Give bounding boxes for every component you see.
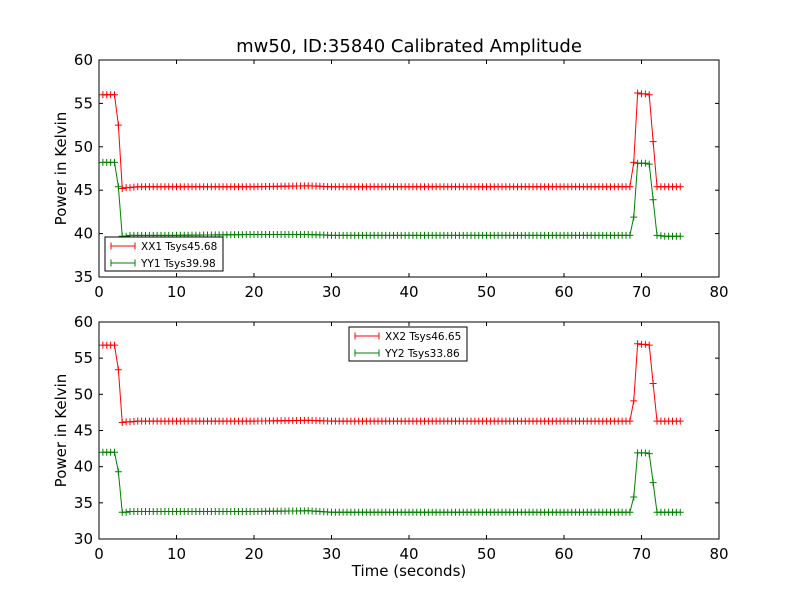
data-point xyxy=(649,479,657,487)
x-tick-label: 30 xyxy=(322,283,341,301)
legend: XX2 Tsys46.65 YY2 Tsys33.86 xyxy=(348,326,468,362)
legend: XX1 Tsys45.68 YY1 Tsys39.98 xyxy=(104,236,224,272)
y-tick-label: 40 xyxy=(74,458,93,476)
legend-label: XX1 Tsys45.68 xyxy=(141,241,217,253)
data-point xyxy=(111,91,118,99)
data-point xyxy=(645,450,653,458)
data-point xyxy=(645,91,653,99)
legend-marker xyxy=(354,349,380,357)
data-point xyxy=(641,159,649,167)
data-point xyxy=(114,468,122,476)
data-point xyxy=(630,397,638,405)
legend-marker xyxy=(110,242,136,250)
data-point xyxy=(626,231,634,239)
series-markers-2 xyxy=(99,448,684,516)
y-tick-label: 35 xyxy=(74,268,93,286)
x-tick-label: 10 xyxy=(167,283,186,301)
data-point xyxy=(649,138,657,146)
x-tick-label: 50 xyxy=(477,545,496,563)
y-tick-label: 35 xyxy=(74,494,93,512)
y-tick-label: 45 xyxy=(74,422,93,440)
x-tick-label: 40 xyxy=(399,545,418,563)
y-tick-label: 55 xyxy=(74,349,93,367)
x-tick-label: 70 xyxy=(632,545,651,563)
data-point xyxy=(114,121,122,129)
data-point xyxy=(634,89,642,97)
x-tick-label: 0 xyxy=(94,545,104,563)
data-point xyxy=(118,419,126,427)
x-tick-label: 80 xyxy=(709,545,728,563)
data-point xyxy=(626,508,634,516)
x-tick-label: 30 xyxy=(322,545,341,563)
data-point xyxy=(641,449,649,457)
x-tick-label: 20 xyxy=(244,545,263,563)
data-point xyxy=(676,417,684,425)
data-point xyxy=(630,158,638,166)
y-tick-label: 40 xyxy=(74,225,93,243)
data-point xyxy=(630,493,638,501)
data-point xyxy=(114,366,122,374)
data-point xyxy=(111,341,118,349)
legend-box xyxy=(104,236,224,272)
y-tick-label: 45 xyxy=(74,181,93,199)
data-point xyxy=(676,183,684,191)
legend-marker xyxy=(354,332,380,340)
data-point xyxy=(111,158,118,166)
data-point xyxy=(122,508,130,516)
chart-panel-1: 0 10 20 30 40 50 60 70 80 35 40 45 50 55 60 mw50, ID:35… xyxy=(52,36,729,301)
x-tick-label: 0 xyxy=(94,283,104,301)
data-point xyxy=(626,417,634,425)
data-point xyxy=(645,341,653,349)
legend-label: XX2 Tsys46.65 xyxy=(385,331,461,343)
x-axis-label: Time (seconds) xyxy=(351,562,467,580)
data-point xyxy=(626,183,634,191)
data-point xyxy=(676,508,684,516)
x-tick-label: 80 xyxy=(709,283,728,301)
y-tick-label: 60 xyxy=(74,313,93,331)
x-tick-label: 40 xyxy=(399,283,418,301)
legend-label: YY2 Tsys33.86 xyxy=(384,348,460,360)
y-tick-label: 60 xyxy=(74,51,93,69)
y-tick-label: 50 xyxy=(74,138,93,156)
data-point xyxy=(641,340,649,348)
legend-label: YY1 Tsys39.98 xyxy=(140,258,216,270)
y-tick-label: 30 xyxy=(74,530,93,548)
y-tick-label: 55 xyxy=(74,94,93,112)
chart-panels: 0 10 20 30 40 50 60 70 80 35 40 45 50 55 60 mw50, ID:35… xyxy=(52,36,729,580)
y-axis-label: Power in Kelvin xyxy=(52,112,70,226)
x-tick-label: 50 xyxy=(477,283,496,301)
series-markers-1 xyxy=(99,89,684,192)
x-tick-label: 10 xyxy=(167,545,186,563)
data-point xyxy=(641,90,649,98)
chart-title: mw50, ID:35840 Calibrated Amplitude xyxy=(236,36,582,57)
legend-box xyxy=(348,326,468,362)
x-tick-label: 20 xyxy=(244,283,263,301)
data-point xyxy=(630,213,638,221)
data-point xyxy=(645,160,653,168)
x-tick-label: 60 xyxy=(554,545,573,563)
data-point xyxy=(118,184,126,192)
data-point xyxy=(114,183,122,191)
x-tick-label: 60 xyxy=(554,283,573,301)
y-tick-label: 50 xyxy=(74,385,93,403)
data-point xyxy=(634,340,642,348)
data-point xyxy=(649,196,657,204)
x-tick-label: 70 xyxy=(632,283,651,301)
y-axis-label: Power in Kelvin xyxy=(52,374,70,488)
series-markers-1 xyxy=(99,340,684,427)
series-markers-2 xyxy=(99,158,684,240)
legend-marker xyxy=(110,259,136,267)
chart-panel-2: 0 10 20 30 40 50 60 70 80 30 35 40 45 50 55 60 Power in … xyxy=(52,313,729,580)
data-point xyxy=(649,379,657,387)
data-point xyxy=(676,232,684,240)
data-point xyxy=(111,448,118,456)
